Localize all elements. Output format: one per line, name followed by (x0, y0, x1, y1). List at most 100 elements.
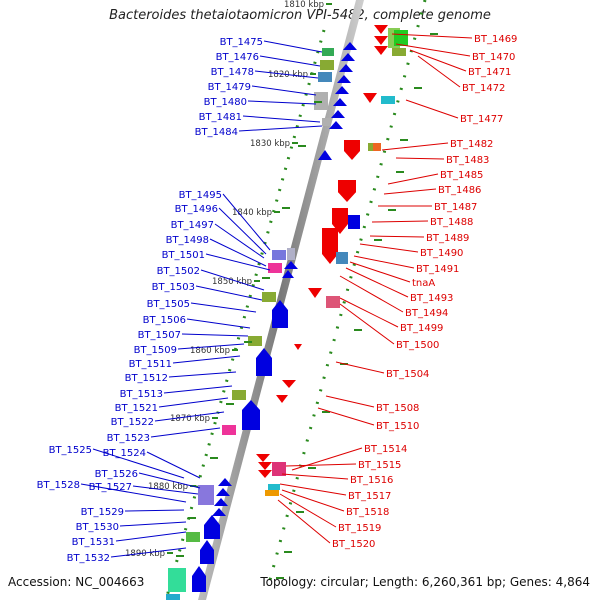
gene-label-right[interactable]: BT_1500 (396, 340, 439, 351)
gene-leader-line (254, 70, 319, 79)
gene-leader-line (317, 407, 375, 426)
gene-leader-line (349, 261, 411, 283)
gene-leader-line (115, 531, 187, 542)
gene-label-right[interactable]: BT_1517 (348, 491, 391, 502)
scale-label: 1850 kbp (212, 277, 252, 287)
gene-leader-line (325, 395, 375, 408)
gene-label-left[interactable]: BT_1511 (129, 359, 172, 370)
gene-leader-line (339, 275, 404, 313)
feature-layer (166, 25, 438, 600)
gene-label-right[interactable]: BT_1518 (346, 507, 389, 518)
gene-label-left[interactable]: BT_1529 (81, 507, 124, 518)
gene-block (268, 263, 282, 273)
gene-label-right[interactable]: BT_1470 (472, 52, 515, 63)
gene-leader-line (242, 115, 321, 123)
gene-label-right[interactable]: BT_1515 (358, 460, 401, 471)
gene-label-left[interactable]: BT_1525 (49, 445, 92, 456)
gene-label-right[interactable]: BT_1510 (376, 421, 419, 432)
genome-backbone (198, 0, 364, 600)
gene-label-right[interactable]: BT_1499 (400, 323, 443, 334)
gene-leader-line (154, 411, 225, 422)
gene-label-right[interactable]: BT_1519 (338, 523, 381, 534)
gene-arrow (341, 53, 355, 61)
gene-label-left[interactable]: BT_1524 (103, 448, 146, 459)
gene-label-left[interactable]: BT_1481 (199, 112, 242, 123)
scale-label: 1860 kbp (190, 346, 230, 356)
gene-leader-line (279, 493, 337, 528)
gene-label-right[interactable]: BT_1508 (376, 403, 419, 414)
left-gene-labels: BT_1475 BT_1476 BT_1478 BT_1479 BT_1480 BT_14… (37, 37, 323, 564)
gene-block (336, 252, 348, 264)
gene-label-left[interactable]: BT_1478 (211, 67, 254, 78)
gene-arrow (363, 93, 377, 103)
gene-label-left[interactable]: BT_1527 (89, 482, 132, 493)
gene-label-left[interactable]: BT_1528 (37, 480, 80, 491)
gene-label-right[interactable]: BT_1504 (386, 369, 429, 380)
gene-label-right[interactable]: BT_1494 (405, 308, 448, 319)
gene-label-left[interactable]: BT_1479 (208, 82, 251, 93)
gene-block (272, 462, 286, 476)
gene-label-right[interactable]: BT_1477 (460, 114, 503, 125)
gene-label-left[interactable]: BT_1532 (67, 553, 110, 564)
gene-label-left[interactable]: BT_1507 (138, 330, 181, 341)
gene-label-right[interactable]: BT_1491 (416, 264, 459, 275)
gene-arrow (318, 150, 332, 160)
gene-label-left[interactable]: BT_1497 (171, 220, 214, 231)
gene-leader-line (110, 547, 187, 558)
gene-label-left[interactable]: BT_1521 (115, 403, 158, 414)
gene-label-left[interactable]: BT_1480 (204, 97, 247, 108)
gene-label-left[interactable]: BT_1505 (147, 299, 190, 310)
gene-label-left[interactable]: BT_1526 (95, 469, 138, 480)
gene-label-left[interactable]: BT_1502 (157, 266, 200, 277)
gene-label-left[interactable]: BT_1495 (179, 190, 222, 201)
gene-label-right[interactable]: BT_1488 (430, 217, 473, 228)
gene-arrow (329, 121, 343, 129)
gene-label-left[interactable]: BT_1496 (175, 204, 218, 215)
gene-label-left[interactable]: BT_1509 (134, 345, 177, 356)
gene-leader-line (395, 157, 445, 160)
gene-label-right[interactable]: BT_1469 (474, 34, 517, 45)
gene-label-left[interactable]: BT_1475 (220, 37, 263, 48)
gene-label-right[interactable]: BT_1490 (420, 248, 463, 259)
gene-label-right[interactable]: BT_1482 (450, 139, 493, 150)
gene-leader-line (381, 142, 449, 151)
gene-label-left[interactable]: BT_1530 (76, 522, 119, 533)
gene-label-left[interactable]: BT_1498 (166, 235, 209, 246)
gene-label-right[interactable]: BT_1471 (468, 67, 511, 78)
gene-label-right[interactable]: tnaA (412, 278, 435, 289)
gene-label-right[interactable]: BT_1472 (462, 83, 505, 94)
gene-label-left[interactable]: BT_1513 (120, 389, 163, 400)
gene-arrow (374, 25, 388, 34)
gene-label-right[interactable]: BT_1493 (410, 293, 453, 304)
gene-arrow (338, 180, 356, 202)
gene-block (318, 72, 332, 82)
gene-label-right[interactable]: BT_1486 (438, 185, 481, 196)
gene-leader-line (209, 238, 267, 267)
gene-label-left[interactable]: BT_1501 (162, 250, 205, 261)
gene-label-right[interactable]: BT_1483 (446, 155, 489, 166)
gene-block (198, 485, 214, 505)
gene-leader-line (214, 223, 265, 259)
gene-label-right[interactable]: BT_1487 (434, 202, 477, 213)
gene-label-left[interactable]: BT_1531 (72, 537, 115, 548)
gene-block (248, 336, 262, 346)
gene-label-left[interactable]: BT_1503 (152, 282, 195, 293)
gene-label-right[interactable]: BT_1520 (332, 539, 375, 550)
gene-label-left[interactable]: BT_1484 (195, 127, 238, 138)
gene-label-right[interactable]: BT_1489 (426, 233, 469, 244)
gene-label-left[interactable]: BT_1476 (216, 52, 259, 63)
gene-label-right[interactable]: BT_1516 (350, 475, 393, 486)
gene-block (268, 484, 280, 490)
gene-label-left[interactable]: BT_1523 (107, 433, 150, 444)
gene-label-left[interactable]: BT_1522 (111, 417, 154, 428)
right-track-line (268, 0, 427, 581)
gene-leader-line (247, 100, 317, 105)
gene-block (392, 48, 406, 56)
gene-arrow (322, 228, 338, 264)
gene-label-right[interactable]: BT_1514 (364, 444, 407, 455)
gene-label-left[interactable]: BT_1512 (125, 373, 168, 384)
gene-label-left[interactable]: BT_1506 (143, 315, 186, 326)
gene-label-right[interactable]: BT_1485 (440, 170, 483, 181)
gene-leader-line (339, 297, 399, 328)
gene-arrow (256, 348, 272, 376)
